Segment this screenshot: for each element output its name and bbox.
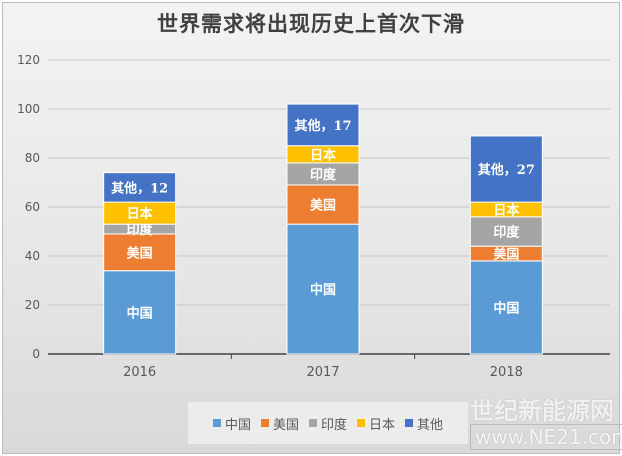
legend-label: 美国	[272, 417, 299, 433]
bar-其他-2016	[103, 172, 177, 203]
legend-swatch	[260, 419, 269, 427]
y-tick-label: 120	[17, 53, 40, 67]
legend-item: 印度	[308, 414, 347, 433]
chart-title: 世界需求将出现历史上首次下滑	[157, 11, 465, 36]
data-label: 中国	[127, 305, 153, 321]
data-label: 日本	[310, 147, 336, 163]
y-tick-label: 80	[25, 151, 40, 165]
bar-其他-2017	[286, 103, 360, 147]
bar-中国-2018	[469, 260, 543, 355]
data-label: 日本	[127, 206, 153, 222]
legend-label: 中国	[224, 417, 251, 433]
data-label: 美国	[127, 245, 153, 261]
legend-label: 日本	[369, 417, 396, 433]
legend-label: 印度	[320, 417, 347, 433]
legend-swatch	[357, 419, 365, 427]
y-tick-label: 100	[17, 102, 40, 116]
legend-item: 其他	[405, 414, 443, 433]
legend-swatch	[212, 419, 221, 427]
legend: 中国 美国 印度 日本 其他	[188, 402, 468, 444]
watermark-logo: 世纪新能源网	[470, 397, 614, 425]
bar-中国-2017	[286, 223, 360, 355]
y-tick-label: 20	[25, 298, 40, 312]
data-label: 印度	[310, 167, 337, 183]
x-tick-label: 2018	[490, 365, 523, 380]
data-label: 日本	[493, 202, 519, 218]
x-tick-label: 2016	[123, 365, 156, 380]
data-label: 美国	[310, 198, 336, 214]
data-label: 中国	[493, 300, 519, 316]
bar-美国-2017	[286, 184, 360, 225]
data-label: 印度	[493, 225, 520, 241]
watermark-url: www.NE21.com	[470, 424, 622, 450]
data-label: 印度	[127, 222, 154, 238]
bar-其他-2018	[469, 135, 543, 203]
legend-item: 美国	[260, 414, 299, 433]
y-tick-label: 0	[32, 347, 40, 361]
data-label: 其他，12	[111, 180, 168, 196]
bar-印度-2018	[469, 216, 543, 247]
legend-item: 中国	[212, 414, 251, 433]
x-tick-label: 2017	[306, 365, 339, 380]
legend-swatch	[308, 419, 317, 427]
y-tick-label: 60	[25, 200, 40, 214]
legend-item: 日本	[357, 414, 395, 433]
data-label: 中国	[310, 282, 336, 298]
data-label: 美国	[493, 247, 519, 263]
legend-label: 其他	[417, 417, 444, 433]
legend-swatch	[405, 419, 414, 427]
y-tick-label: 40	[25, 249, 40, 263]
data-label: 其他，27	[478, 162, 535, 178]
data-label: 其他，17	[294, 118, 351, 134]
